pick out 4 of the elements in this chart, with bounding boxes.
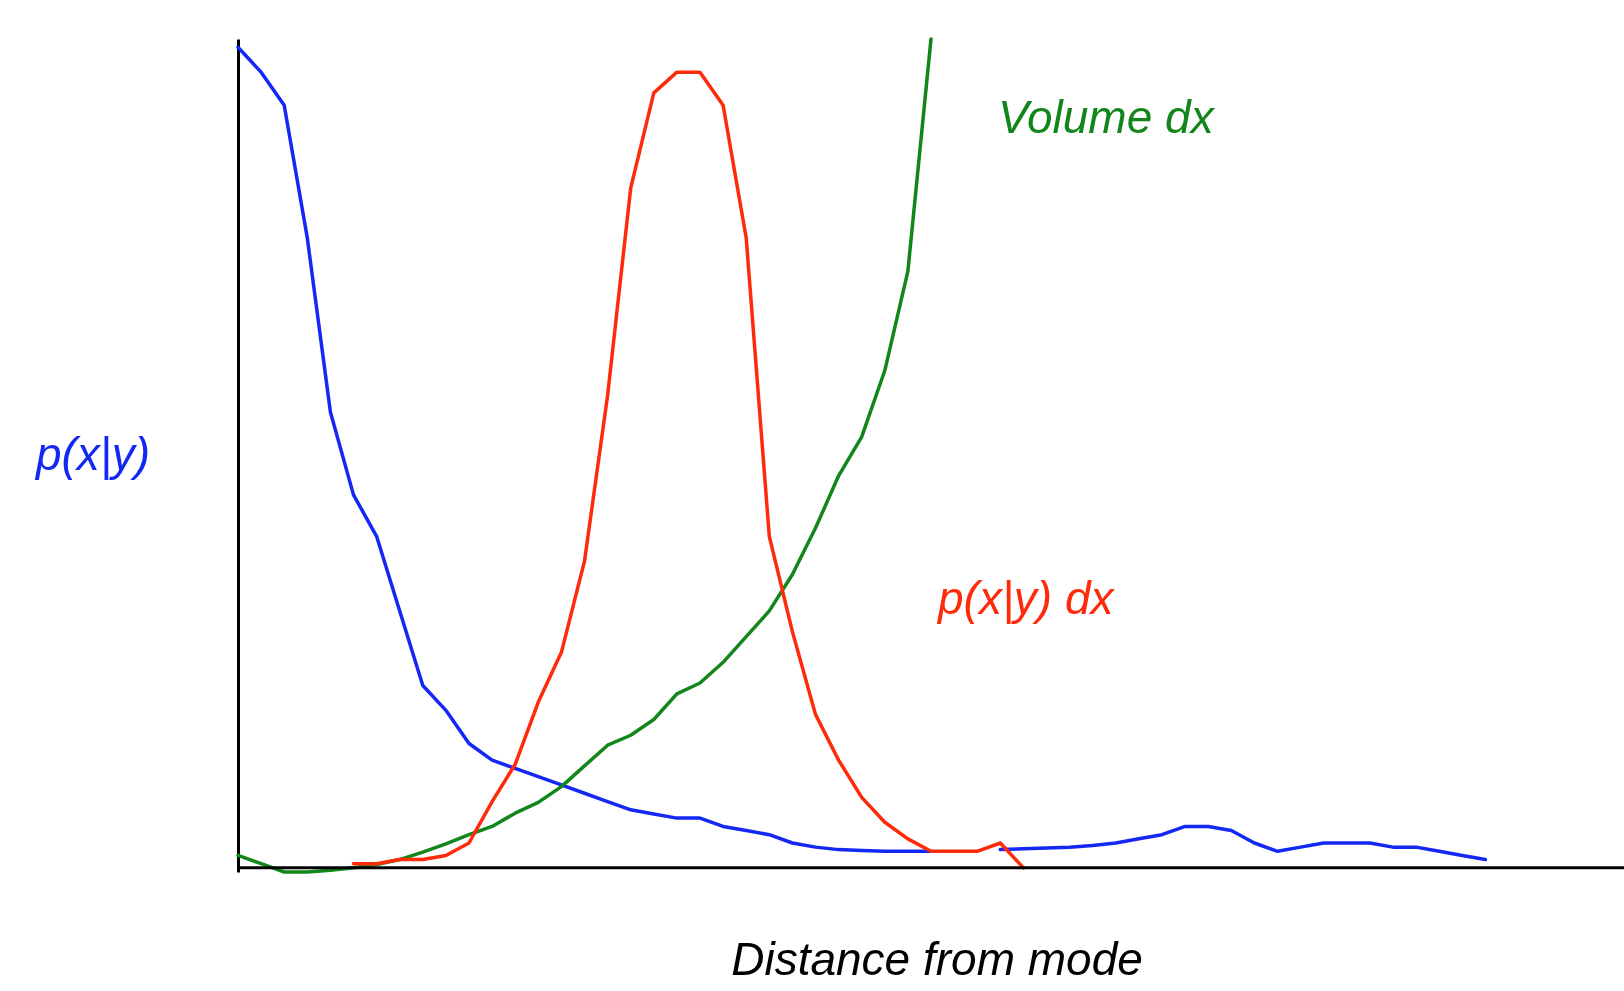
series-label: Volume dx [998,91,1216,143]
text: p(x|y) [33,428,151,480]
x-axis-title: Distance from mode [731,933,1143,985]
text: p(x|y) dx [936,572,1116,624]
